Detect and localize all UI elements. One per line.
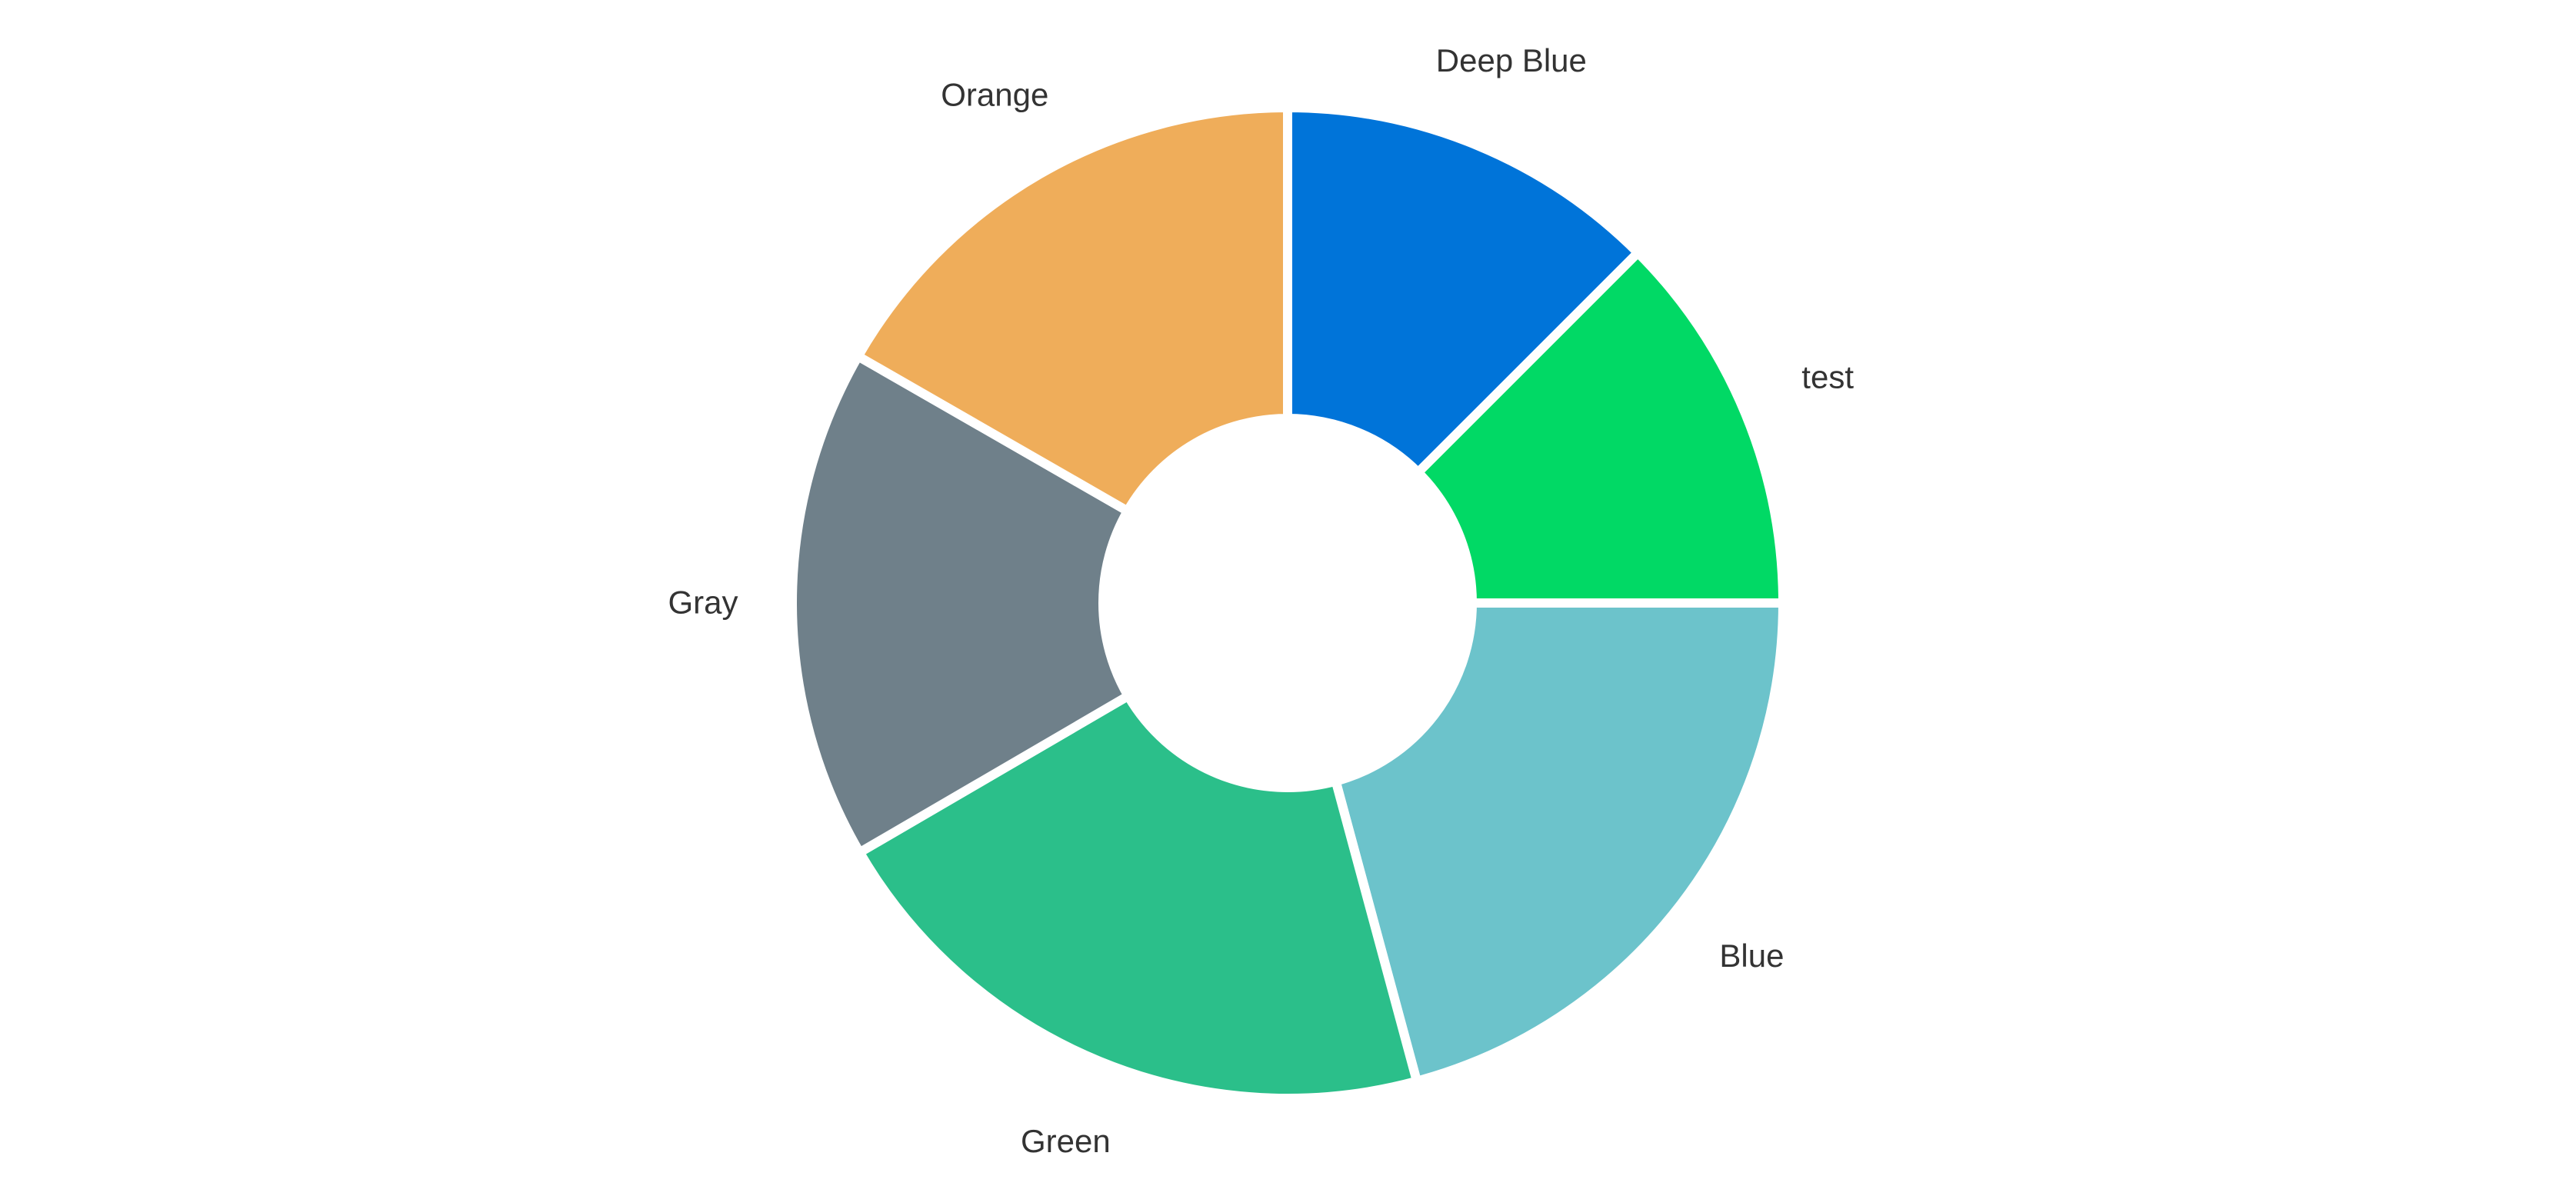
slice-gray[interactable] bbox=[788, 349, 1135, 859]
slice-orange[interactable] bbox=[851, 102, 1292, 518]
donut-labels: Deep Blue test Blue Green Gray Orange bbox=[668, 42, 1854, 1159]
slice-label-orange: Orange bbox=[941, 76, 1048, 112]
donut-slices bbox=[788, 102, 1788, 1104]
slice-green[interactable] bbox=[853, 689, 1423, 1104]
slice-label-test: test bbox=[1801, 358, 1854, 395]
slice-blue[interactable] bbox=[1330, 598, 1788, 1088]
slice-deep-blue[interactable] bbox=[1283, 102, 1645, 479]
slice-test[interactable] bbox=[1411, 246, 1788, 608]
slice-label-deep-blue: Deep Blue bbox=[1436, 42, 1587, 78]
slice-label-green: Green bbox=[1021, 1123, 1111, 1159]
slice-label-gray: Gray bbox=[668, 584, 738, 620]
slice-label-blue: Blue bbox=[1719, 938, 1784, 974]
